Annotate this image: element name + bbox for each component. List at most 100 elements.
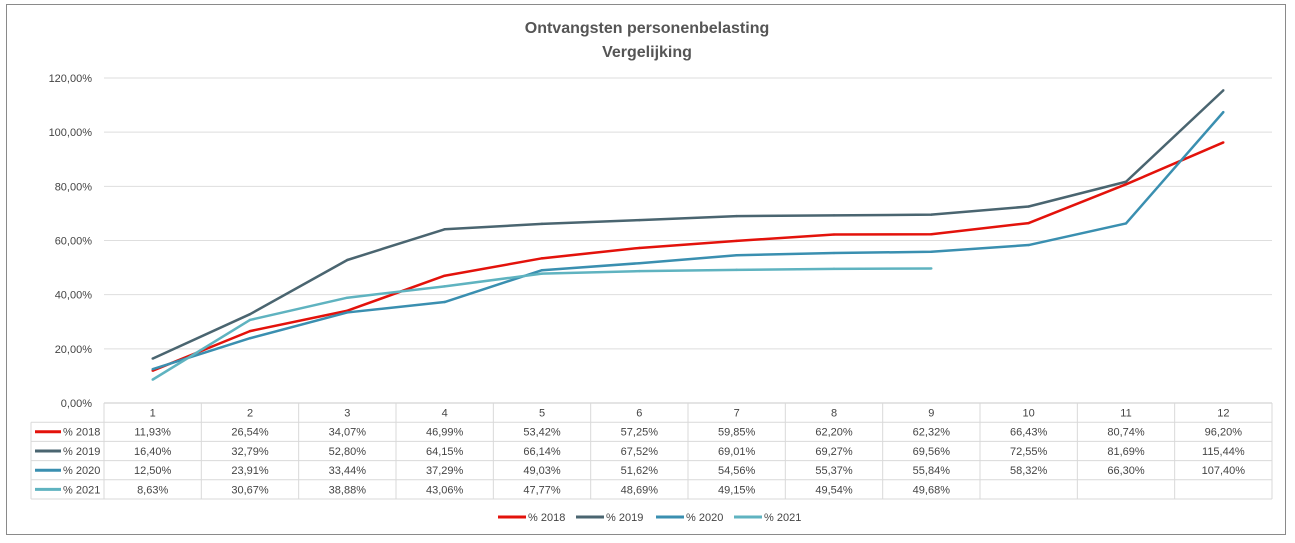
data-point: [735, 268, 738, 272]
x-tick-label: 1: [150, 408, 156, 420]
data-point: [832, 233, 836, 236]
data-label: 66,30%: [1107, 465, 1145, 477]
data-label: 69,27%: [815, 446, 853, 458]
data-label: 38,88%: [329, 484, 367, 496]
data-point: [735, 214, 738, 218]
data-point: [930, 213, 933, 216]
table-series-name: % 2018: [63, 427, 100, 439]
y-tick-label: 100,00%: [49, 127, 93, 139]
data-point: [346, 258, 349, 262]
data-label: 49,68%: [913, 484, 951, 496]
legend-label: % 2020: [686, 512, 723, 524]
data-point: [832, 267, 836, 271]
data-point: [540, 272, 544, 275]
data-label: 62,20%: [815, 427, 853, 439]
x-tick-label: 5: [539, 408, 545, 420]
x-tick-label: 7: [734, 408, 740, 420]
chart-subtitle: Vergelijking: [602, 44, 692, 61]
data-label: 33,44%: [329, 465, 367, 477]
y-tick-label: 20,00%: [55, 344, 93, 356]
legend-label: % 2021: [764, 512, 801, 524]
data-label: 49,15%: [718, 484, 756, 496]
x-tick-label: 11: [1120, 408, 1131, 420]
data-label: 26,54%: [231, 427, 269, 439]
data-label: 72,55%: [1010, 446, 1048, 458]
data-point: [735, 239, 738, 243]
data-point: [930, 233, 933, 236]
x-tick-label: 3: [344, 408, 350, 420]
data-point: [930, 250, 933, 253]
data-point: [443, 300, 446, 304]
data-label: 49,03%: [523, 465, 561, 477]
data-label: 46,99%: [426, 427, 464, 439]
data-point: [638, 269, 641, 273]
series-line: [152, 267, 932, 381]
data-point: [443, 285, 446, 288]
data-point: [443, 274, 446, 277]
y-tick-label: 0,00%: [61, 398, 92, 410]
data-label: 66,43%: [1010, 427, 1048, 439]
y-tick-label: 80,00%: [55, 181, 93, 193]
data-label: 51,62%: [621, 465, 659, 477]
chart-title: Ontvangsten personenbelasting: [525, 20, 769, 37]
data-label: 69,56%: [913, 446, 951, 458]
data-point: [540, 222, 544, 226]
series-line: [152, 141, 1224, 372]
x-tick-label: 8: [831, 408, 837, 420]
data-point: [930, 267, 933, 270]
data-label: 59,85%: [718, 427, 756, 439]
data-label: 16,40%: [134, 446, 172, 458]
data-label: 52,80%: [329, 446, 367, 458]
y-tick-label: 60,00%: [55, 236, 93, 248]
data-label: 47,77%: [523, 484, 561, 496]
data-label: 53,42%: [523, 427, 561, 439]
data-point: [346, 311, 349, 314]
data-point: [638, 261, 641, 265]
data-point: [638, 218, 641, 222]
x-tick-label: 4: [442, 408, 448, 420]
data-point: [346, 296, 349, 299]
data-point: [638, 246, 641, 250]
data-point: [151, 367, 154, 371]
series-line: [152, 89, 1225, 360]
data-label: 58,32%: [1010, 465, 1048, 477]
data-point: [1124, 183, 1128, 186]
data-point: [1222, 89, 1225, 92]
y-tick-label: 120,00%: [49, 73, 93, 85]
legend-label: % 2018: [528, 512, 565, 524]
x-tick-label: 10: [1023, 408, 1035, 420]
y-tick-label: 40,00%: [55, 290, 93, 302]
data-label: 80,74%: [1107, 427, 1145, 439]
data-point: [151, 357, 154, 360]
data-label: 49,54%: [815, 484, 853, 496]
data-label: 81,69%: [1107, 446, 1145, 458]
data-label: 55,84%: [913, 465, 951, 477]
data-point: [248, 337, 252, 340]
data-point: [151, 378, 154, 381]
data-point: [248, 312, 252, 316]
data-point: [443, 228, 446, 231]
data-label: 54,56%: [718, 465, 756, 477]
data-label: 55,37%: [815, 465, 853, 477]
data-label: 43,06%: [426, 484, 464, 496]
x-tick-label: 6: [636, 408, 642, 420]
data-label: 62,32%: [913, 427, 951, 439]
data-label: 107,40%: [1202, 465, 1246, 477]
table-series-name: % 2020: [63, 465, 100, 477]
data-label: 8,63%: [137, 484, 168, 496]
data-label: 67,52%: [621, 446, 659, 458]
data-point: [1027, 243, 1030, 247]
data-label: 64,15%: [426, 446, 464, 458]
series-line: [152, 111, 1225, 371]
data-label: 32,79%: [231, 446, 269, 458]
data-label: 12,50%: [134, 465, 172, 477]
data-point: [735, 254, 738, 257]
data-point: [1124, 180, 1128, 183]
data-point: [248, 329, 252, 333]
data-point: [1027, 221, 1030, 225]
data-label: 96,20%: [1205, 427, 1243, 439]
data-label: 66,14%: [523, 446, 561, 458]
table-series-name: % 2021: [63, 484, 100, 496]
data-label: 30,67%: [231, 484, 269, 496]
